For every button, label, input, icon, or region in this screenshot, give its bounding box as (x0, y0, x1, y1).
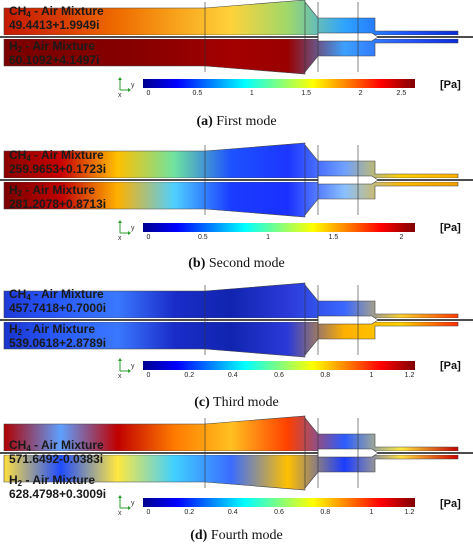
injector-nozzle (317, 32, 379, 42)
ch4-frequency: 457.7418+0.7000i (9, 301, 107, 315)
mode-panel-fourth: CH4 - Air Mixture 571.6492-0.0383i H2 - … (0, 415, 473, 550)
ch4-label: CH4 - Air Mixture (9, 4, 104, 19)
colorbar-tick-label: 2 (399, 234, 404, 241)
axis-x-label: x (118, 235, 122, 242)
colorbar-tick-label: 0.5 (192, 90, 203, 97)
mode-panel-third: CH4 - Air Mixture 457.7418+0.7000i H2 - … (0, 282, 473, 418)
colorbar-tick-label: 1.5 (301, 90, 312, 97)
caption-text: First mode (212, 114, 277, 129)
ch4-label: CH4 - Air Mixture (9, 148, 104, 163)
colorbar-tick-label: 0.8 (320, 372, 331, 379)
caption-text: Fourth mode (207, 528, 283, 543)
unit-label: [Pa] (440, 79, 461, 91)
injector-nozzle (317, 175, 379, 185)
axis-triad-icon: y x (116, 494, 136, 517)
h2-frequency: 539.0618+2.8789i (9, 336, 107, 350)
axis-triad-icon: y x (116, 357, 136, 380)
axis-y-label: y (131, 82, 135, 89)
unit-label: [Pa] (440, 360, 461, 372)
mode-panel-first: CH4 - Air Mixture 49.4413+1.9949i H2 - A… (0, 0, 473, 138)
colorbar-tick-label: 1 (249, 90, 254, 97)
h2-frequency: 281.2078+0.8713i (9, 197, 107, 211)
colorbar-tick-label: 1 (369, 509, 374, 516)
duct-field-second (0, 142, 473, 218)
duct-field-fourth (0, 415, 473, 491)
h2-label: H2 - Air Mixture (9, 473, 96, 488)
axis-triad-icon: y x (116, 76, 136, 99)
caption-second: (b) Second mode (0, 256, 473, 272)
colorbar-tick-label: 0.6 (274, 509, 284, 516)
colorbar-tick-label: 0.6 (274, 372, 284, 379)
colorbar-ticks-fourth: 0 0.2 0.4 0.6 0.8 1 1.2 (143, 509, 415, 519)
colorbar-tick-label: 0.2 (184, 372, 195, 379)
caption-letter: (a) (196, 114, 213, 129)
colorbar-tick-label: 0.4 (227, 509, 238, 516)
colorbar-fourth (143, 498, 415, 507)
colorbar-tick-label: 0 (146, 509, 151, 516)
ch4-frequency: 571.6492-0.0383i (9, 452, 104, 466)
axis-y-label: y (131, 363, 135, 370)
colorbar-tick-label: 0.2 (184, 509, 195, 516)
colorbar-first (143, 79, 415, 88)
caption-text: Second mode (205, 256, 285, 271)
caption-text: Third mode (209, 395, 279, 410)
axis-triad-icon: y x (116, 219, 136, 242)
caption-letter: (d) (190, 528, 208, 543)
ch4-frequency: 49.4413+1.9949i (9, 18, 100, 32)
unit-label: [Pa] (440, 222, 461, 234)
injector-nozzle (317, 448, 379, 458)
unit-label: [Pa] (440, 498, 461, 510)
duct-field-third (0, 282, 473, 358)
axis-y-label: y (131, 500, 135, 507)
colorbar-ticks-third: 0 0.2 0.4 0.6 0.8 1 1.2 (143, 372, 415, 382)
caption-letter: (c) (194, 395, 210, 410)
colorbar-third (143, 361, 415, 370)
axis-x-label: x (118, 92, 122, 99)
axis-x-label: x (118, 373, 122, 380)
colorbar-tick-label: 1 (369, 372, 374, 379)
colorbar-tick-label: 1 (266, 234, 271, 241)
colorbar-ticks-second: 0 0.5 1 1.5 2 (143, 234, 415, 244)
colorbar-tick-label: 1.5 (328, 234, 339, 241)
ch4-frequency: 259.9653+0.1723i (9, 162, 107, 176)
h2-label: H2 - Air Mixture (9, 39, 96, 54)
colorbar-tick-label: 2.5 (396, 90, 407, 97)
caption-fourth: (d) Fourth mode (0, 528, 473, 544)
colorbar-tick-label: 1.2 (404, 509, 415, 516)
caption-letter: (b) (188, 256, 206, 271)
colorbar-tick-label: 0 (146, 372, 151, 379)
h2-label: H2 - Air Mixture (9, 322, 96, 337)
axis-x-label: x (118, 510, 122, 517)
axis-y-label: y (131, 225, 135, 232)
colorbar-tick-label: 0 (146, 234, 151, 241)
colorbar-tick-label: 0 (146, 90, 151, 97)
colorbar-tick-label: 1.2 (404, 372, 415, 379)
colorbar-tick-label: 0.8 (320, 509, 331, 516)
mode-panel-second: CH4 - Air Mixture 259.9653+0.1723i H2 - … (0, 142, 473, 278)
caption-third: (c) Third mode (0, 395, 473, 411)
h2-frequency: 628.4798+0.3009i (9, 487, 107, 501)
ch4-label: CH4 - Air Mixture (9, 438, 104, 453)
ch4-label: CH4 - Air Mixture (9, 287, 104, 302)
h2-label: H2 - Air Mixture (9, 183, 96, 198)
colorbar-second (143, 223, 415, 232)
colorbar-ticks-first: 0 0.5 1 1.5 2 2.5 (143, 90, 415, 100)
duct-field-first (0, 0, 473, 75)
h2-frequency: 60.1092+4.1497i (9, 53, 100, 67)
caption-first: (a) First mode (0, 114, 473, 130)
colorbar-tick-label: 2 (358, 90, 363, 97)
colorbar-tick-label: 0.5 (197, 234, 208, 241)
colorbar-tick-label: 0.4 (227, 372, 238, 379)
injector-nozzle (317, 315, 379, 325)
